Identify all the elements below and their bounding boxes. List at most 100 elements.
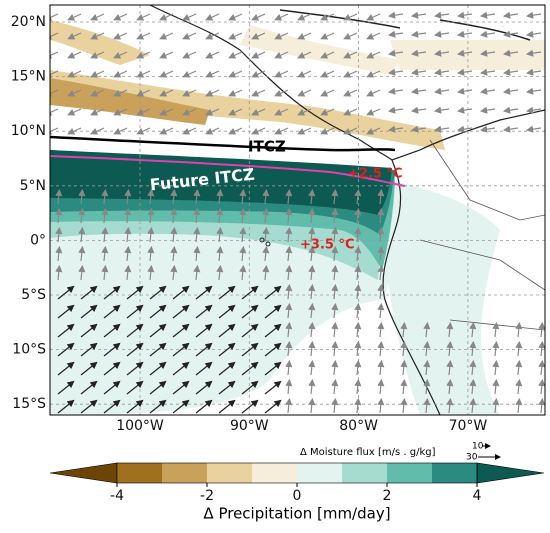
flux-arrow <box>251 108 266 116</box>
flux-arrow <box>216 207 224 224</box>
flux-arrow <box>423 359 431 376</box>
flux-arrow <box>423 340 431 357</box>
flux-arrow <box>50 108 59 116</box>
flux-arrow <box>274 108 289 116</box>
flux-arrow <box>264 361 282 376</box>
flux-arrow <box>410 30 427 38</box>
flux-arrow <box>387 68 404 76</box>
flux-arrow <box>182 127 197 135</box>
lat-label: 15°S <box>12 396 46 412</box>
flux-arrow <box>126 342 144 357</box>
flux-arrow <box>331 207 339 224</box>
flux-arrow <box>285 188 293 205</box>
flux-arrow <box>67 70 82 78</box>
flux-arrow <box>297 108 312 116</box>
flux-arrow <box>218 323 236 338</box>
flux-arrow <box>320 70 335 78</box>
flux-arrow <box>90 127 105 135</box>
flux-arrow <box>159 13 174 21</box>
flux-arrow <box>400 340 408 357</box>
flux-arrow <box>525 30 542 38</box>
flux-arrow <box>241 399 259 414</box>
flux-arrow <box>264 285 282 300</box>
flux-arrow <box>515 340 523 357</box>
flux-arrow <box>343 51 358 59</box>
flux-arrow <box>410 87 427 95</box>
flux-arrow <box>80 304 98 319</box>
flux-arrow <box>479 68 496 76</box>
flux-arrow <box>456 87 473 95</box>
flux-arrow <box>320 89 335 97</box>
flux-arrow <box>103 304 121 319</box>
flux-arrow <box>285 321 293 338</box>
flux-arrow <box>57 342 75 357</box>
flux-arrow <box>525 68 542 76</box>
flux-arrow <box>182 108 197 116</box>
flux-arrow <box>446 378 454 395</box>
flux-arrow <box>136 32 151 40</box>
flux-arrow <box>366 51 381 59</box>
flux-arrow <box>172 285 190 300</box>
flux-arrow <box>377 378 385 395</box>
flux-arrow <box>228 70 243 78</box>
flux-arrow <box>274 89 289 97</box>
flux-arrow <box>479 125 496 133</box>
flux-arrow <box>67 13 82 21</box>
flux-arrow <box>103 285 121 300</box>
warming-label: +3.5 °C <box>300 238 355 253</box>
flux-arrow <box>366 108 381 116</box>
flux-arrow <box>218 342 236 357</box>
flux-arrow <box>239 188 247 205</box>
colorbar-swatch <box>207 463 252 483</box>
flux-arrow <box>124 207 132 224</box>
flux-arrow <box>377 397 385 414</box>
flux-arrow <box>377 340 385 357</box>
flux-arrow <box>239 245 247 262</box>
flux-arrow <box>410 68 427 76</box>
flux-arrow <box>241 342 259 357</box>
flux-arrow <box>331 302 339 319</box>
flux-arrow <box>446 397 454 414</box>
flux-arrow <box>193 207 201 224</box>
flux-arrow <box>331 188 339 205</box>
flux-arrow <box>479 11 496 19</box>
flux-arrow <box>147 245 155 262</box>
flux-arrow <box>331 226 339 243</box>
flux-arrow <box>149 342 167 357</box>
flux-arrow <box>354 245 362 262</box>
flux-arrow <box>387 87 404 95</box>
flux-arrow <box>297 89 312 97</box>
flux-arrow <box>377 302 385 319</box>
lat-label: 10°S <box>12 342 46 358</box>
flux-arrow <box>410 11 427 19</box>
lon-label: 70°W <box>449 418 488 434</box>
flux-arrow <box>285 264 293 281</box>
flux-arrow <box>331 397 339 414</box>
flux-arrow <box>479 87 496 95</box>
flux-arrow <box>251 89 266 97</box>
map-frame <box>49 4 546 416</box>
flux-arrow <box>297 70 312 78</box>
flux-arrow <box>216 245 224 262</box>
flux-arrow <box>377 283 385 300</box>
flux-arrow <box>149 285 167 300</box>
flux-arrow <box>423 321 431 338</box>
flux-arrow <box>354 321 362 338</box>
flux-arrow <box>433 49 450 57</box>
flux-arrow <box>456 106 473 114</box>
flux-arrow <box>433 30 450 38</box>
flux-arrow <box>241 285 259 300</box>
flux-arrow <box>354 283 362 300</box>
flux-arrow <box>124 188 132 205</box>
flux-arrow <box>55 207 63 224</box>
flux-arrow <box>308 397 316 414</box>
flux-arrow <box>492 378 500 395</box>
flux-arrow <box>492 321 500 338</box>
colorbar-swatch <box>252 463 297 483</box>
flux-arrow <box>228 127 243 135</box>
flux-arrow <box>126 304 144 319</box>
flux-arrow <box>320 108 335 116</box>
flux-arrow <box>90 51 105 59</box>
flux-arrow <box>308 207 316 224</box>
flux-arrow <box>193 264 201 281</box>
